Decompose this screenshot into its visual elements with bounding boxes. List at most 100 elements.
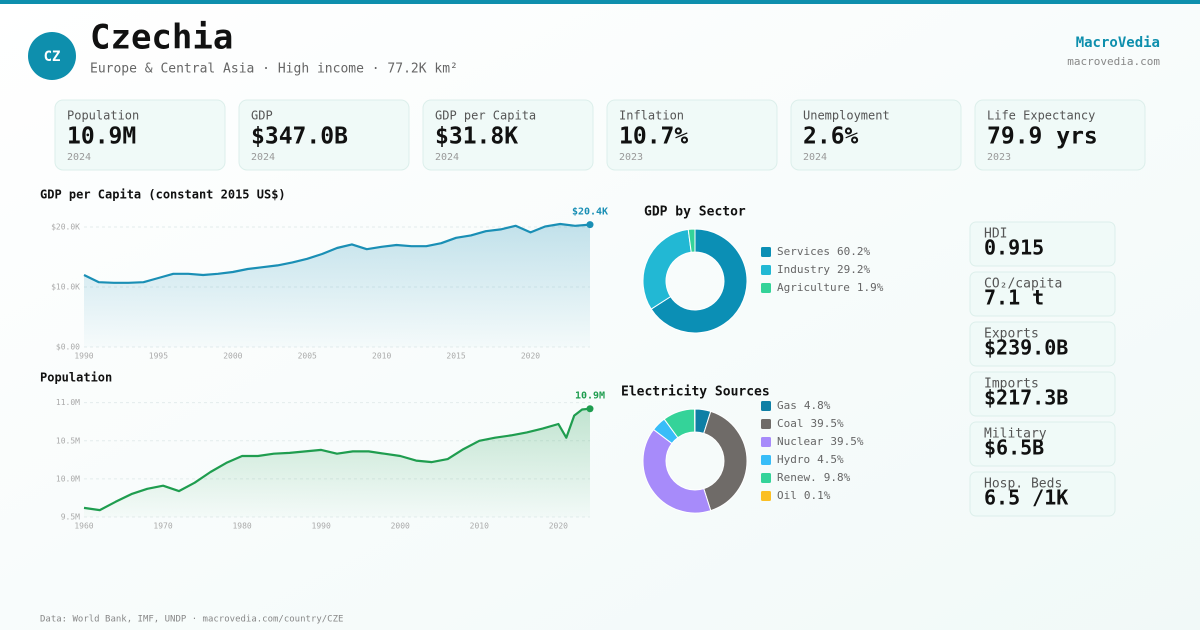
stat-card	[969, 471, 1116, 517]
donut-slice	[703, 410, 748, 512]
legend-name: Gas	[777, 399, 797, 412]
legend-swatch	[761, 437, 771, 447]
end-point	[586, 405, 594, 413]
kpi-value: 2.6%	[803, 124, 859, 150]
kpi-year: 2024	[803, 152, 827, 163]
y-tick-label: 10.0M	[56, 474, 80, 483]
brand[interactable]: MacroVedia	[1076, 35, 1160, 51]
y-tick-label: $20.0K	[51, 223, 80, 232]
stat-card	[969, 421, 1116, 467]
legend-name: Industry	[777, 263, 830, 276]
subtitle: Europe & Central Asia · High income · 77…	[90, 62, 458, 77]
x-tick-label: 1990	[74, 352, 93, 361]
badge-text: CZ	[44, 49, 61, 65]
y-tick-label: $0.00	[56, 343, 80, 352]
stat-label: Exports	[984, 327, 1039, 342]
legend-name: Hydro	[777, 453, 810, 466]
stat-label: Hosp. Beds	[984, 477, 1062, 492]
donut-slice	[650, 228, 748, 334]
kpi-value: 10.7%	[619, 124, 688, 150]
legend-value: 39.5%	[830, 435, 863, 448]
legend-entry: Oil 0.1%	[777, 489, 831, 502]
kpi-year: 2024	[435, 152, 459, 163]
stat-label: Imports	[984, 377, 1039, 392]
kpi-year: 2023	[987, 152, 1011, 163]
area	[84, 408, 590, 517]
x-tick-label: 2010	[372, 352, 391, 361]
stat-label: Military	[984, 427, 1047, 442]
stat-value: 7.1 t	[984, 286, 1044, 310]
stat-value: $6.5B	[984, 436, 1044, 460]
legend-value: 0.1%	[804, 489, 831, 502]
kpi-value: $31.8K	[435, 124, 518, 150]
legend-swatch	[761, 401, 771, 411]
kpi-year: 2024	[251, 152, 275, 163]
legend-entry: Industry 29.2%	[777, 263, 870, 276]
kpi-year: 2024	[67, 152, 91, 163]
legend-value: 9.8%	[824, 471, 851, 484]
x-tick-label: 2015	[446, 352, 465, 361]
kpi-card	[974, 99, 1146, 171]
kpi-value: 10.9M	[67, 124, 136, 150]
legend-name: Services	[777, 245, 830, 258]
kpi-card	[54, 99, 226, 171]
x-tick-label: 2000	[391, 522, 410, 531]
country-title: Czechia	[90, 18, 233, 58]
stat-card	[969, 221, 1116, 267]
kpi-label: GDP	[251, 109, 273, 123]
x-tick-label: 1970	[153, 522, 172, 531]
legend-value: 4.8%	[804, 399, 831, 412]
footer: Data: World Bank, IMF, UNDP · macrovedia…	[40, 615, 343, 625]
value-label: 10.9M	[575, 391, 605, 402]
legend-entry: Services 60.2%	[777, 245, 870, 258]
kpi-card	[790, 99, 962, 171]
chart-title: GDP per Capita (constant 2015 US$)	[40, 188, 286, 202]
x-tick-label: 2000	[223, 352, 242, 361]
stat-label: CO₂/capita	[984, 277, 1062, 292]
legend-entry: Coal 39.5%	[777, 417, 844, 430]
legend-entry: Hydro 4.5%	[777, 453, 844, 466]
stat-value: 6.5 /1K	[984, 486, 1068, 510]
x-tick-label: 1960	[74, 522, 93, 531]
stat-value: $239.0B	[984, 336, 1068, 360]
area	[84, 224, 590, 347]
stat-value: $217.3B	[984, 386, 1068, 410]
chart-title: GDP by Sector	[644, 205, 746, 220]
chart-title: Population	[40, 371, 112, 385]
stat-card	[969, 271, 1116, 317]
legend-value: 4.5%	[817, 453, 844, 466]
x-tick-label: 1980	[232, 522, 251, 531]
stat-card	[969, 371, 1116, 417]
badge	[28, 32, 76, 80]
legend-value: 39.5%	[811, 417, 844, 430]
kpi-value: 79.9 yrs	[987, 124, 1098, 150]
kpi-card	[238, 99, 410, 171]
donut-slice	[642, 228, 692, 310]
legend-entry: Agriculture 1.9%	[777, 281, 884, 294]
line	[83, 222, 591, 284]
x-tick-label: 2010	[470, 522, 489, 531]
y-tick-label: 10.5M	[56, 436, 80, 445]
kpi-year: 2023	[619, 152, 643, 163]
site[interactable]: macrovedia.com	[1067, 55, 1160, 68]
stat-card	[969, 321, 1116, 367]
legend-swatch	[761, 265, 771, 275]
legend-swatch	[761, 455, 771, 465]
line	[83, 407, 591, 512]
y-tick-label: 11.0M	[56, 398, 80, 407]
x-tick-label: 2020	[521, 352, 540, 361]
legend-swatch	[761, 491, 771, 501]
kpi-label: Life Expectancy	[987, 109, 1095, 123]
chart-title: Electricity Sources	[621, 385, 770, 400]
legend-swatch	[761, 473, 771, 483]
x-tick-label: 2005	[298, 352, 317, 361]
legend-name: Nuclear	[777, 435, 824, 448]
kpi-value: $347.0B	[251, 124, 348, 150]
x-tick-label: 2020	[549, 522, 568, 531]
kpi-card	[422, 99, 594, 171]
end-point	[586, 221, 594, 229]
stat-label: HDI	[984, 227, 1007, 242]
x-tick-label: 1995	[149, 352, 168, 361]
legend-value: 29.2%	[837, 263, 870, 276]
